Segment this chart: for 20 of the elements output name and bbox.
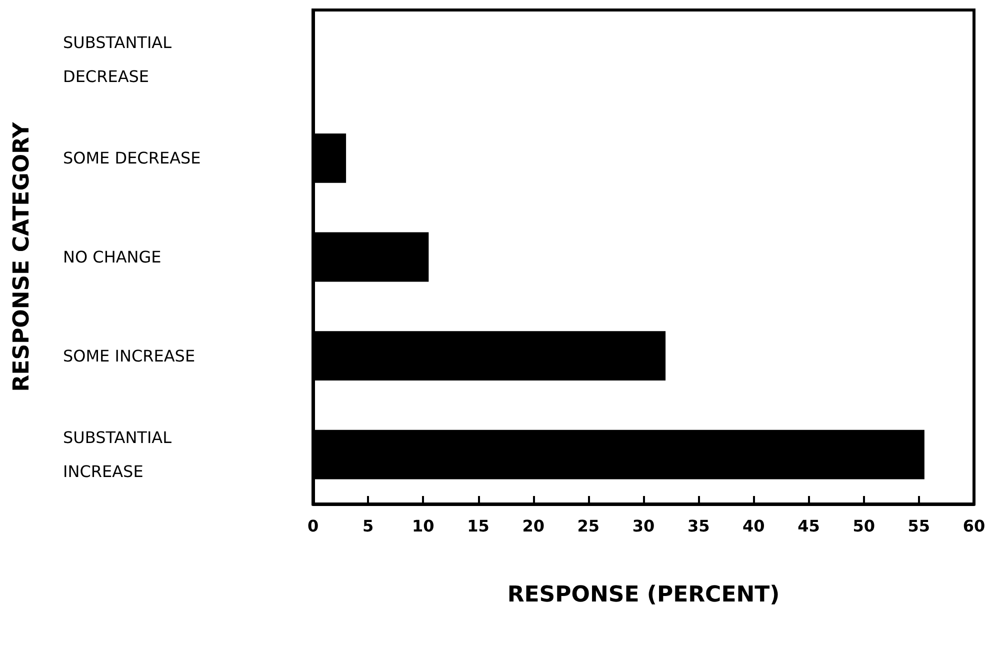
x-tick-label: 55 bbox=[908, 516, 930, 536]
x-axis-title: RESPONSE (PERCENT) bbox=[507, 582, 780, 608]
x-tick-label: 25 bbox=[577, 516, 600, 536]
y-tick-label: SOME INCREASE bbox=[63, 346, 196, 366]
x-tick-label: 50 bbox=[852, 516, 875, 536]
x-tick-label: 0 bbox=[307, 516, 319, 536]
x-tick-label: 15 bbox=[467, 516, 490, 536]
y-tick-label: SUBSTANTIAL DECREASE bbox=[63, 32, 177, 86]
y-tick-label: SUBSTANTIAL INCREASE bbox=[63, 428, 177, 482]
x-tick-label: 5 bbox=[362, 516, 374, 536]
y-axis-title: RESPONSE CATEGORY bbox=[10, 121, 34, 392]
x-tick-label: 40 bbox=[742, 516, 765, 536]
x-tick-label: 20 bbox=[522, 516, 544, 536]
x-tick-label: 60 bbox=[962, 516, 986, 536]
x-tick-label: 30 bbox=[632, 516, 655, 536]
y-tick-label: NO CHANGE bbox=[63, 248, 162, 266]
x-tick-label: 10 bbox=[412, 516, 434, 536]
y-tick-label: SOME DECREASE bbox=[63, 148, 201, 168]
x-tick-label: 45 bbox=[798, 516, 820, 536]
x-tick-label: 35 bbox=[687, 516, 710, 536]
